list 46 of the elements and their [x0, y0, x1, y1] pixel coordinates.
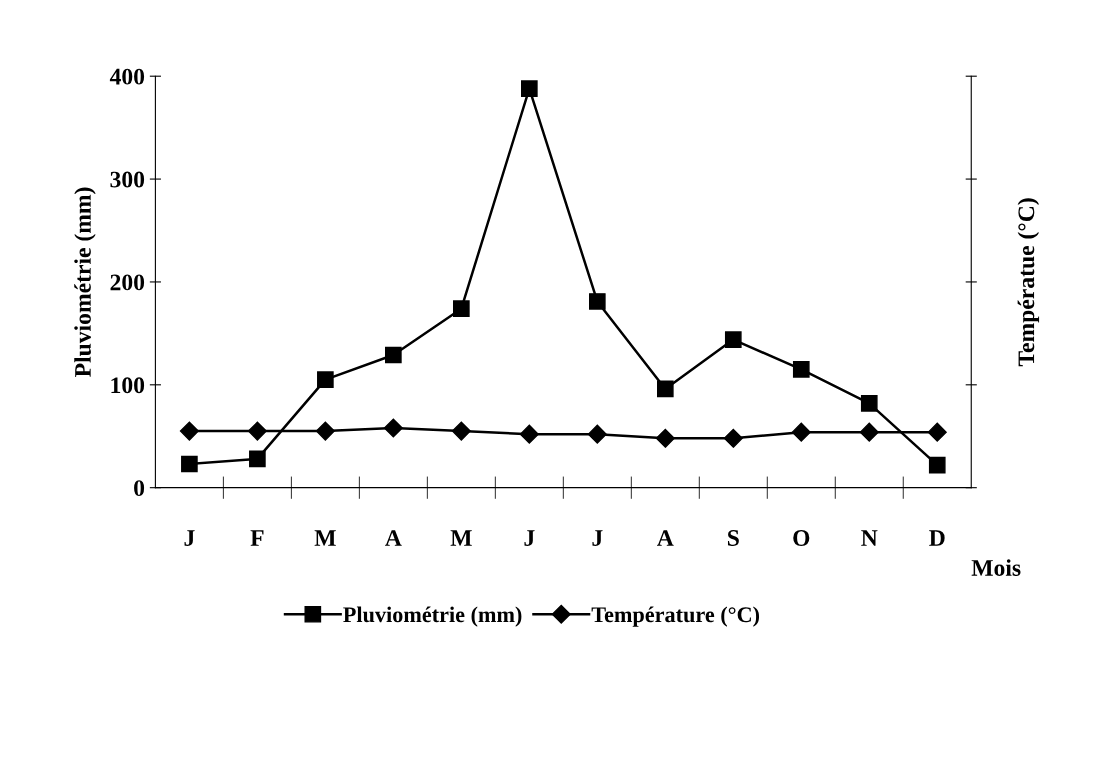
x-axis-title: Mois	[971, 559, 1021, 576]
y-axis-title: Pluviométrie (mm)	[74, 187, 96, 377]
x-tick-label: D	[929, 530, 945, 546]
x-tick-label: M	[314, 530, 336, 546]
x-tick-label: O	[793, 530, 810, 546]
y-tick-label: 300	[110, 171, 145, 188]
point	[588, 293, 606, 310]
point	[247, 421, 267, 441]
x-tick-label: M	[450, 530, 472, 546]
y-tick-label: 0	[134, 480, 145, 497]
point	[453, 300, 470, 318]
legend-label: Température (°C)	[591, 606, 760, 627]
point	[249, 450, 266, 468]
point	[656, 380, 674, 398]
y-tick-label: 100	[111, 377, 145, 394]
point	[179, 421, 199, 441]
x-tick-label: S	[727, 530, 739, 546]
point	[792, 361, 810, 378]
point	[860, 394, 878, 412]
point	[519, 424, 539, 444]
point	[181, 455, 198, 473]
x-tick-label: J	[184, 530, 195, 546]
point	[723, 428, 743, 448]
y-tick-label: 400	[109, 68, 145, 85]
point	[791, 422, 811, 442]
point	[520, 80, 538, 97]
point	[655, 428, 675, 448]
x-tick-label: A	[657, 530, 674, 546]
point	[451, 421, 471, 441]
point	[927, 422, 947, 442]
y-tick-label: 200	[110, 274, 145, 291]
x-tick-label: N	[861, 530, 878, 546]
x-tick-label: F	[250, 530, 264, 546]
point	[928, 456, 946, 474]
x-tick-label: A	[385, 530, 402, 546]
y2-axis-title: Températue (°C)	[1017, 198, 1040, 367]
point	[385, 346, 402, 364]
x-tick-label: J	[592, 530, 603, 546]
point	[724, 331, 742, 348]
point	[383, 418, 403, 438]
point	[315, 421, 335, 441]
point	[317, 371, 334, 389]
point	[587, 424, 607, 444]
point	[859, 422, 879, 442]
x-tick-label: J	[524, 530, 535, 546]
legend-label: Pluviométrie (mm)	[343, 606, 522, 627]
